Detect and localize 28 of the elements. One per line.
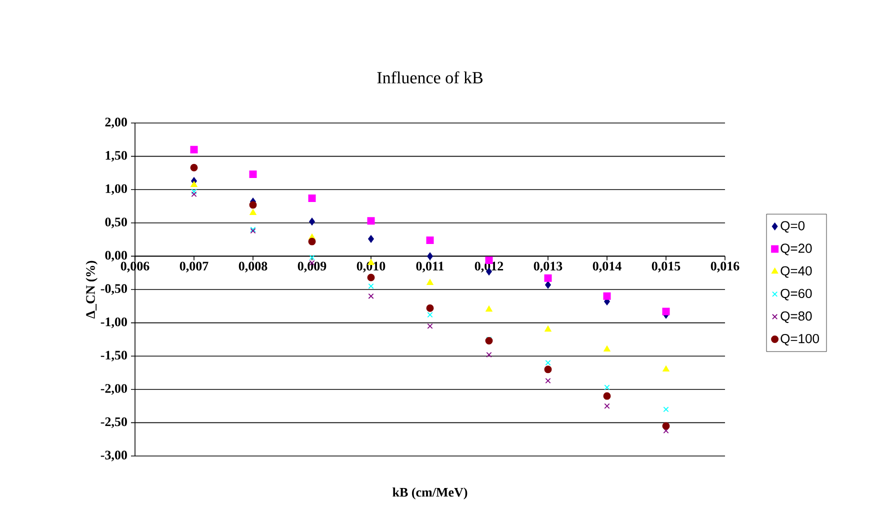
y-tick-label: 2,00	[105, 118, 127, 128]
legend-label: Q=60	[780, 288, 812, 300]
legend-label: Q=100	[780, 334, 819, 346]
chart-title: Influence of kB	[377, 71, 483, 84]
legend-label: Q=20	[780, 244, 812, 256]
x-tick-label: 0,007	[180, 262, 208, 272]
y-tick-label: -2,50	[100, 417, 127, 428]
legend-label: Q=40	[780, 266, 812, 278]
x-tick-label: 0,016	[710, 262, 740, 272]
y-tick-label: 1,00	[106, 184, 127, 195]
legend-label: Q=80	[780, 311, 812, 323]
y-tick-label: -0,50	[100, 284, 127, 295]
x-tick-label: 0,011	[416, 262, 444, 272]
y-tick-label: -1,00	[100, 317, 127, 328]
y-tick-label: -3,00	[100, 450, 127, 462]
y-tick-label: -1,50	[100, 350, 127, 362]
legend-label: Q=0	[780, 221, 805, 233]
y-tick-label: 0,50	[105, 218, 127, 228]
y-tick-label: 0,00	[105, 250, 127, 262]
y-tick-label: 1,50	[106, 150, 127, 162]
x-tick-label: 0,015	[652, 262, 680, 272]
y-tick-label: -2,00	[100, 384, 127, 395]
x-tick-label: 0,008	[238, 262, 268, 272]
x-axis-title: kB (cm/MeV)	[392, 488, 468, 500]
x-tick-label: 0,014	[592, 262, 622, 272]
x-tick-label: 0,009	[298, 262, 326, 272]
y-axis-title: Δ_CN (%)	[86, 260, 98, 318]
x-tick-label: 0,013	[534, 262, 562, 272]
